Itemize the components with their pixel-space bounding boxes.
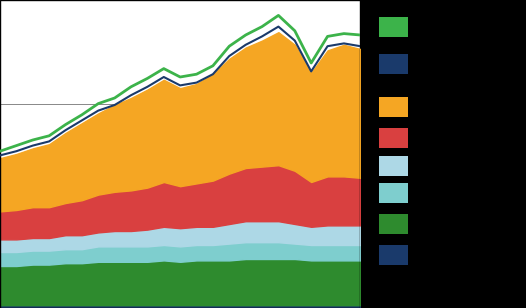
Bar bbox=[0, 0, 360, 308]
